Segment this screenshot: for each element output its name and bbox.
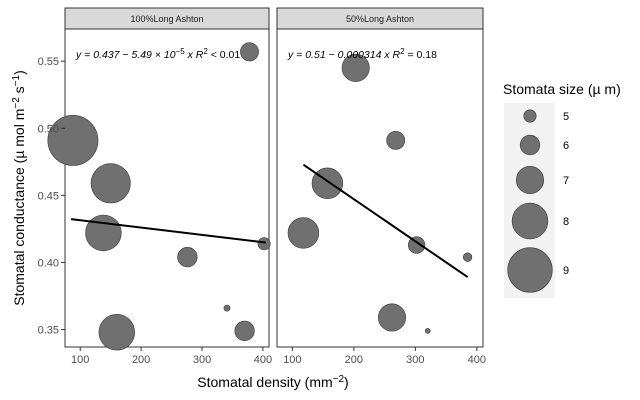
panel-1-strip-label: 100%Long Ashton <box>130 14 203 24</box>
x-axis-title-end: ) <box>344 374 349 390</box>
y-axis-title-mid: s <box>11 86 27 97</box>
panel-2-point-5 <box>377 303 406 332</box>
panel-2-point-1 <box>287 217 320 249</box>
panel-1-points <box>47 42 271 351</box>
y-tick-label: 0.55 <box>38 56 59 68</box>
panel-50-long-ashton: 50%Long Ashton y = 0.51 − 0.000314 x R2 … <box>276 7 484 348</box>
y-axis-title-exponent-1: −2 <box>11 97 22 109</box>
y-axis-title: Stomatal conductance (µ mol m−2 s−1) <box>11 70 27 306</box>
legend-key-7 <box>515 166 544 195</box>
y-axis-title-end: ) <box>11 70 27 75</box>
panel-1-equation-tail: x R <box>185 49 204 61</box>
y-axis-title-exponent-2: −1 <box>11 74 22 86</box>
y-tick-label: 0.40 <box>38 257 59 269</box>
x-tick-label: 300 <box>406 354 424 366</box>
panel-1-point-7 <box>234 320 255 342</box>
legend-label-7: 7 <box>563 175 569 187</box>
panel-2-r2-exponent: 2 <box>400 47 405 56</box>
legend-label-5: 5 <box>563 111 569 123</box>
panel-100-long-ashton: 100%Long Ashton y = 0.437 − 5.49 × 10−5 … <box>47 7 271 351</box>
x-axis-title: Stomatal density (mm−2) <box>197 374 348 390</box>
panel-1-equation-exponent: −5 <box>176 47 186 56</box>
legend-key-8 <box>511 202 549 240</box>
panel-2-r2-value: = 0.18 <box>405 49 438 61</box>
panel-1-r2-exponent: 2 <box>203 47 208 56</box>
x-axis-title-main: Stomatal density (mm <box>197 374 332 390</box>
panel-2-points <box>287 53 473 334</box>
x-tick-label: 200 <box>345 354 363 366</box>
y-tick-label: 0.45 <box>38 190 59 202</box>
x-tick-label: 400 <box>254 354 272 366</box>
panel-2-plot-area <box>276 28 484 348</box>
x-tick-label: 100 <box>71 354 89 366</box>
panel-2-point-3 <box>341 53 370 82</box>
legend: Stomata size (µ m) 5 6 7 8 9 <box>503 81 621 298</box>
panel-1-point-2 <box>90 163 131 204</box>
panel-1-point-3 <box>85 214 122 252</box>
panel-1-regression-line <box>70 218 267 244</box>
legend-title: Stomata size (µ m) <box>503 81 621 97</box>
panel-1-r2-value: < 0.01 <box>208 49 241 61</box>
panel-2-point-6 <box>408 236 426 254</box>
panel-2-point-7 <box>424 328 431 334</box>
y-tick-label: 0.35 <box>38 325 59 337</box>
legend-label-8: 8 <box>563 216 569 228</box>
x-axis-title-exponent: −2 <box>333 374 345 385</box>
panel-1-equation-main: y = 0.437 − 5.49 × 10 <box>75 49 176 61</box>
y-axis-title-main: Stomatal conductance (µ mol m <box>11 109 27 306</box>
x-tick-label: 100 <box>283 354 301 366</box>
panel-2-regression-line <box>302 163 469 278</box>
legend-label-6: 6 <box>563 140 569 152</box>
legend-key-6 <box>519 134 541 156</box>
panel-1-equation: y = 0.437 − 5.49 × 10−5 x R2 < 0.01 <box>75 47 240 61</box>
legend-key-9 <box>507 247 553 293</box>
panel-1-point-1 <box>47 114 99 166</box>
y-tick-label: 0.50 <box>38 123 59 135</box>
x-tick-label: 200 <box>132 354 150 366</box>
legend-label-9: 9 <box>563 265 569 277</box>
legend-key-5 <box>523 109 537 123</box>
panel-1-point-9 <box>257 237 271 251</box>
panel-2-point-4 <box>386 130 406 150</box>
x-tick-label: 300 <box>193 354 211 366</box>
panel-1-point-8 <box>240 42 259 62</box>
x-axis-panel-2: 100 200 300 400 <box>283 347 486 366</box>
panel-2-point-8 <box>463 252 473 262</box>
panel-2-strip-label: 50%Long Ashton <box>346 14 414 24</box>
x-axis-panel-1: 100 200 300 400 <box>71 347 272 366</box>
panel-2-equation: y = 0.51 − 0.000314 x R2 = 0.18 <box>287 47 437 61</box>
panel-1-point-4 <box>98 314 136 351</box>
x-tick-label: 400 <box>468 354 486 366</box>
panel-2-equation-main: y = 0.51 − 0.000314 x R <box>287 49 400 61</box>
y-axis: 0.35 0.40 0.45 0.50 0.55 <box>38 56 65 337</box>
panel-1-point-5 <box>177 247 198 268</box>
legend-entries: 5 6 7 8 9 <box>507 109 569 293</box>
panel-1-point-6 <box>223 304 231 312</box>
